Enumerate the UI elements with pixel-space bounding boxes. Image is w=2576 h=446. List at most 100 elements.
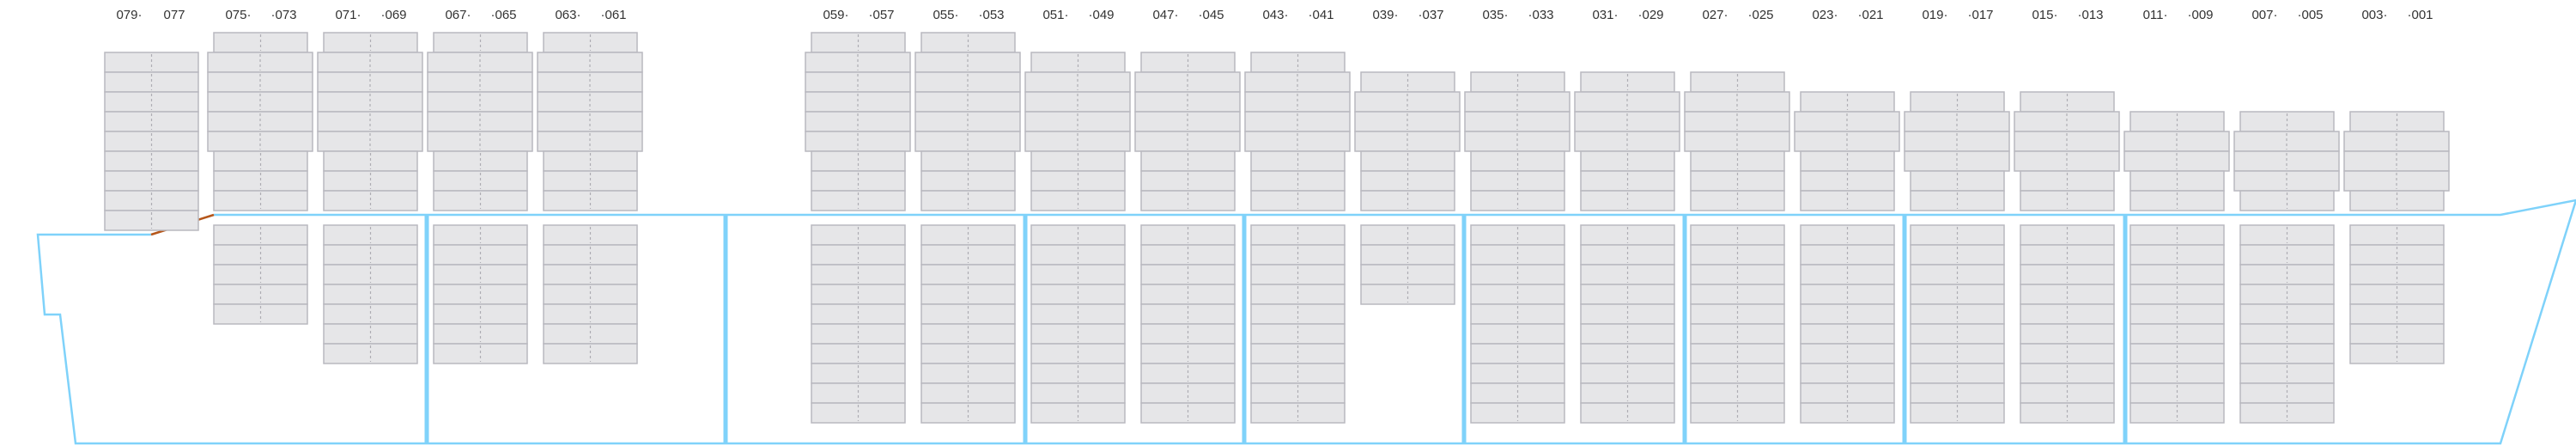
hold-slot[interactable] bbox=[920, 402, 1016, 424]
bay-label-left: 031· bbox=[1592, 8, 1618, 22]
bay-label-left: 015· bbox=[2032, 8, 2057, 22]
bay-label-right: ·033 bbox=[1528, 8, 1554, 22]
hold-slot[interactable] bbox=[1140, 402, 1236, 424]
bay-label-right: ·005 bbox=[2298, 8, 2324, 22]
bay-label-left: 003· bbox=[2361, 8, 2387, 22]
hull-outline bbox=[36, 199, 2576, 445]
bay-label-right: ·017 bbox=[1968, 8, 1994, 22]
hold-slot[interactable] bbox=[2349, 343, 2445, 364]
bay-label-left: 071· bbox=[335, 8, 361, 22]
bay-015[interactable]: 015· ·013 bbox=[2014, 8, 2120, 424]
hold-slot[interactable] bbox=[2020, 402, 2115, 424]
bay-label-left: 023· bbox=[1812, 8, 1838, 22]
deck-slot[interactable] bbox=[213, 190, 308, 211]
deck-slot[interactable] bbox=[1250, 190, 1346, 211]
deck-slot[interactable] bbox=[433, 190, 528, 211]
bay-007[interactable]: 007· ·005 bbox=[2233, 8, 2340, 424]
bay-003[interactable]: 003· ·001 bbox=[2343, 8, 2450, 364]
bay-label-right: ·065 bbox=[491, 8, 517, 22]
bay-label-right: ·041 bbox=[1309, 8, 1334, 22]
bay-035[interactable]: 035· ·033 bbox=[1464, 8, 1571, 424]
hold-slot[interactable] bbox=[1250, 402, 1346, 424]
bay-label-left: 063· bbox=[555, 8, 580, 22]
hold-slot[interactable] bbox=[543, 343, 638, 364]
bay-label-left: 059· bbox=[823, 8, 848, 22]
deck-slot[interactable] bbox=[543, 190, 638, 211]
deck-slot[interactable] bbox=[1690, 190, 1785, 211]
bay-label-right: ·009 bbox=[2188, 8, 2214, 22]
deck-slot[interactable] bbox=[2020, 190, 2115, 211]
deck-slot[interactable] bbox=[1580, 190, 1675, 211]
bay-label-right: ·001 bbox=[2408, 8, 2433, 22]
bay-label-left: 007· bbox=[2251, 8, 2277, 22]
deck-slot[interactable] bbox=[1470, 190, 1565, 211]
bay-label-right: 077 bbox=[164, 8, 185, 22]
ship-hull bbox=[36, 199, 2576, 445]
bay-label-left: 011· bbox=[2143, 8, 2168, 22]
bay-039[interactable]: 039· ·037 bbox=[1354, 8, 1461, 305]
hold-slot[interactable] bbox=[1800, 402, 1895, 424]
hold-slot[interactable] bbox=[811, 402, 906, 424]
bay-067[interactable]: 067· ·065 bbox=[427, 8, 533, 364]
bay-label-right: ·037 bbox=[1419, 8, 1444, 22]
bay-label-right: ·049 bbox=[1089, 8, 1115, 22]
deck-slot[interactable] bbox=[811, 190, 906, 211]
deck-slot[interactable] bbox=[1030, 190, 1126, 211]
hold-slot[interactable] bbox=[2129, 402, 2225, 424]
bay-label-left: 079· bbox=[116, 8, 142, 22]
deck-slot[interactable] bbox=[2239, 190, 2335, 211]
hold-slot[interactable] bbox=[433, 343, 528, 364]
bay-label-left: 019· bbox=[1922, 8, 1947, 22]
hold-slot[interactable] bbox=[323, 343, 418, 364]
deck-slot[interactable] bbox=[2129, 190, 2225, 211]
bay-023[interactable]: 023· ·021 bbox=[1794, 8, 1900, 424]
deck-slot[interactable] bbox=[104, 210, 199, 231]
bay-label-left: 067· bbox=[445, 8, 471, 22]
bay-label-right: ·053 bbox=[979, 8, 1005, 22]
bay-055[interactable]: 055· ·053 bbox=[914, 8, 1021, 424]
bay-label-right: ·073 bbox=[271, 8, 297, 22]
bay-059[interactable]: 059· ·057 bbox=[805, 8, 911, 424]
deck-slot[interactable] bbox=[1140, 190, 1236, 211]
bay-027[interactable]: 027· ·025 bbox=[1684, 8, 1790, 424]
deck-slot[interactable] bbox=[1800, 190, 1895, 211]
bay-label-right: ·029 bbox=[1638, 8, 1664, 22]
bays: 079· 077 075· ·073 071· ·069 067· ·065 063· ·061 0… bbox=[104, 8, 2450, 424]
hold-slot[interactable] bbox=[2239, 402, 2335, 424]
hold-slot[interactable] bbox=[1580, 402, 1675, 424]
hold-slot[interactable] bbox=[1470, 402, 1565, 424]
deck-slot[interactable] bbox=[1910, 190, 2005, 211]
deck-slot[interactable] bbox=[920, 190, 1016, 211]
bay-label-right: ·045 bbox=[1199, 8, 1224, 22]
deck-slot[interactable] bbox=[323, 190, 418, 211]
bay-label-right: ·069 bbox=[381, 8, 407, 22]
bay-label-left: 027· bbox=[1702, 8, 1728, 22]
bay-071[interactable]: 071· ·069 bbox=[317, 8, 423, 364]
bay-label-left: 055· bbox=[933, 8, 958, 22]
deck-slot[interactable] bbox=[1360, 190, 1455, 211]
hold-slot[interactable] bbox=[1030, 402, 1126, 424]
bay-063[interactable]: 063· ·061 bbox=[537, 8, 643, 364]
bay-011[interactable]: 011· ·009 bbox=[2123, 8, 2230, 424]
bay-051[interactable]: 051· ·049 bbox=[1024, 8, 1131, 424]
bay-label-left: 047· bbox=[1152, 8, 1178, 22]
deck-slot[interactable] bbox=[2349, 190, 2445, 211]
bay-label-left: 075· bbox=[225, 8, 251, 22]
hold-slot[interactable] bbox=[213, 303, 308, 325]
bay-075[interactable]: 075· ·073 bbox=[207, 8, 313, 325]
bay-label-right: ·013 bbox=[2078, 8, 2104, 22]
bay-label-right: ·021 bbox=[1858, 8, 1884, 22]
bay-047[interactable]: 047· ·045 bbox=[1134, 8, 1241, 424]
hold-slot[interactable] bbox=[1690, 402, 1785, 424]
bay-label-right: ·057 bbox=[869, 8, 895, 22]
bay-label-right: ·061 bbox=[601, 8, 627, 22]
bay-079[interactable]: 079· 077 bbox=[104, 8, 199, 231]
bay-031[interactable]: 031· ·029 bbox=[1574, 8, 1680, 424]
bay-label-left: 039· bbox=[1372, 8, 1398, 22]
bay-043[interactable]: 043· ·041 bbox=[1244, 8, 1351, 424]
hold-slot[interactable] bbox=[1360, 284, 1455, 305]
bay-019[interactable]: 019· ·017 bbox=[1904, 8, 2010, 424]
hold-slot[interactable] bbox=[1910, 402, 2005, 424]
bay-label-left: 035· bbox=[1482, 8, 1508, 22]
